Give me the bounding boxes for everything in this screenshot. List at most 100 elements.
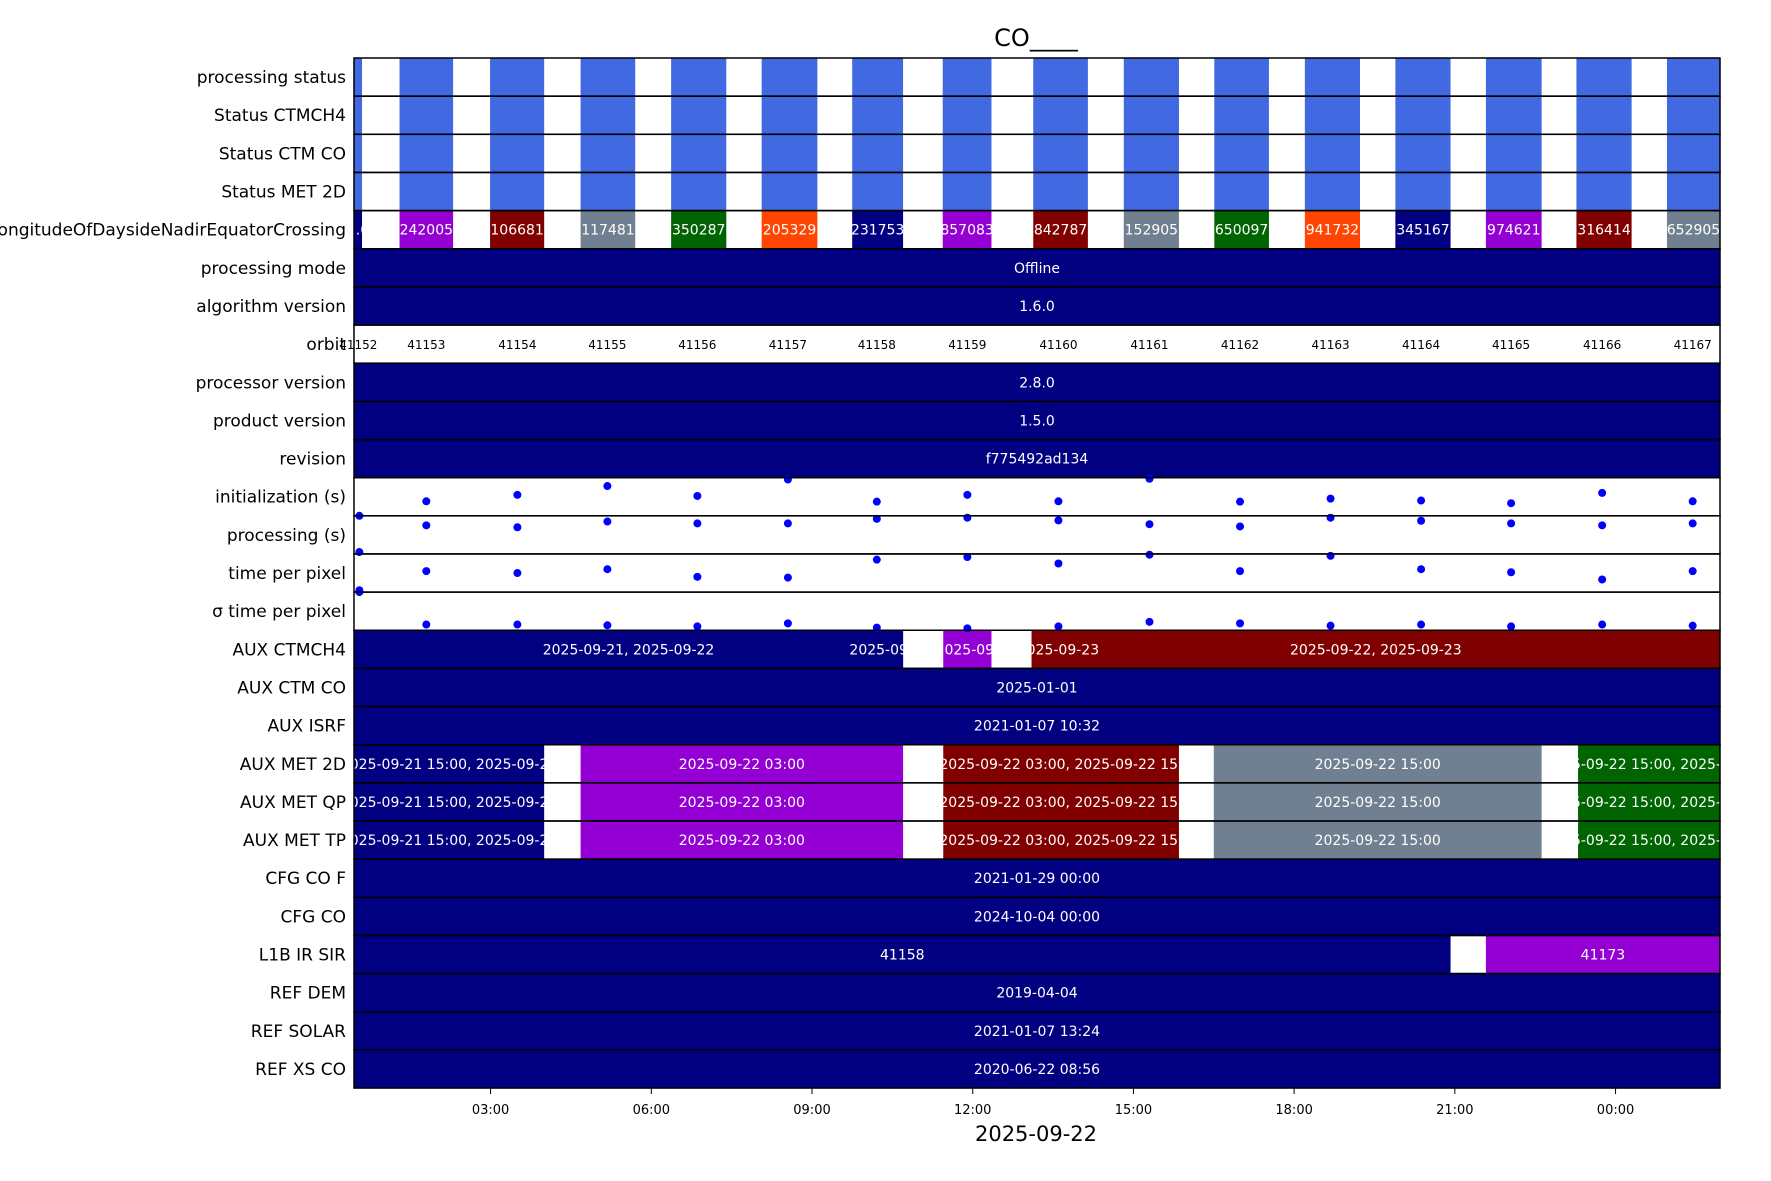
equator-bar: [1576, 210, 1632, 249]
equator-label: 350287: [672, 223, 725, 239]
equator-bar: [354, 210, 363, 249]
status-bar: [942, 96, 992, 135]
segment-bar: [1578, 782, 1720, 821]
row-label: REF SOLAR: [251, 1022, 346, 1042]
row-label: processor version: [196, 373, 346, 393]
row-label: processing (s): [227, 526, 346, 546]
row-label: processing status: [197, 68, 346, 88]
constant-bar-text: f775492ad134: [986, 452, 1089, 468]
row-border: [353, 515, 1721, 555]
scatter-point: [422, 567, 431, 576]
segment-bar-text: 2025-09-22 03:00, 2025-09-22 15:: [939, 795, 1182, 811]
status-bar: [1033, 134, 1088, 173]
segment-bar: [1031, 630, 1086, 669]
constant-bar: [354, 859, 1720, 898]
chart-title: CO____: [994, 24, 1079, 52]
segment-bar: [1031, 630, 1720, 669]
equator-label: 345167: [1396, 223, 1449, 239]
row-label: Status CTMCH4: [214, 106, 346, 126]
row-border: [353, 1049, 1721, 1089]
scatter-point: [963, 624, 972, 633]
scatter-point: [783, 519, 792, 528]
scatter-point: [1598, 575, 1607, 584]
scatter-point: [872, 497, 881, 506]
orbit-label: 41159: [948, 338, 986, 352]
equator-label: 857083: [940, 223, 993, 239]
constant-bar-text: Offline: [1014, 261, 1060, 277]
status-bar: [1395, 58, 1451, 97]
constant-bar: [354, 286, 1720, 326]
segment-bar-text: 2025-09-22 15:00, 2025-09-2: [1545, 833, 1753, 849]
equator-bar: [1485, 210, 1542, 249]
status-bar: [1304, 58, 1361, 97]
scatter-point: [603, 517, 612, 526]
status-bar: [1485, 134, 1542, 173]
scatter-point: [1688, 567, 1697, 576]
segment-bar-text: 2025-09-21 15:00, 2025-09-22: [341, 833, 557, 849]
scatter-point: [1326, 513, 1335, 522]
scatter-point: [1688, 621, 1697, 630]
equator-bar: [942, 210, 992, 249]
scatter-point: [1145, 617, 1154, 626]
row-label: product version: [213, 411, 346, 431]
segment-bar: [943, 744, 1179, 783]
row-label: AUX MET 2D: [240, 755, 346, 775]
status-bar: [1123, 58, 1179, 97]
row-border: [353, 591, 1721, 631]
constant-bar: [354, 668, 1720, 707]
orbit-label: 41152: [339, 338, 377, 352]
status-bar: [1033, 58, 1088, 97]
status-bar: [1214, 134, 1269, 173]
constant-bar: [354, 1049, 1720, 1089]
segment-bar-text: 2025-09-21, 2025-09-22: [543, 642, 715, 658]
status-bar: [1576, 96, 1632, 135]
x-tick-label: 06:00: [633, 1103, 670, 1118]
status-bar: [1033, 96, 1088, 135]
constant-bar: [354, 1011, 1720, 1050]
row-border: [353, 553, 1721, 593]
segment-bar: [868, 630, 904, 669]
equator-bar: [1123, 210, 1179, 249]
scatter-point: [1145, 520, 1154, 529]
scatter-point: [1507, 499, 1516, 508]
constant-bar-text: 2020-06-22 08:56: [974, 1062, 1100, 1078]
x-axis-label: 2025-09-22: [975, 1122, 1097, 1146]
scatter-point: [422, 497, 431, 506]
constant-bar-text: 2021-01-07 10:32: [974, 719, 1100, 735]
scatter-point: [1507, 519, 1516, 528]
x-tick-label: 18:00: [1275, 1103, 1312, 1118]
status-bar: [580, 58, 636, 97]
status-bar: [852, 172, 904, 211]
segment-bar-text: 2025-09-22 15:00: [1315, 795, 1441, 811]
status-bar: [399, 58, 454, 97]
segment-bar: [354, 935, 1451, 974]
x-tick-label: 15:00: [1115, 1103, 1152, 1118]
scatter-point: [1236, 522, 1245, 531]
scatter-point: [422, 521, 431, 530]
status-bar: [1666, 58, 1720, 97]
status-bar: [1214, 96, 1269, 135]
equator-bar: [1033, 210, 1088, 249]
status-bar: [399, 96, 454, 135]
equator-label: 152905: [1125, 223, 1178, 239]
scatter-point: [1326, 494, 1335, 503]
equator-label: 974621: [1487, 223, 1540, 239]
status-bar: [1576, 58, 1632, 97]
status-bar: [671, 58, 727, 97]
status-bar: [1485, 96, 1542, 135]
scatter-point: [1236, 497, 1245, 506]
scatter-point: [1054, 497, 1063, 506]
row-label: CFG CO: [281, 907, 346, 927]
status-bar: [942, 134, 992, 173]
equator-bar: [399, 210, 454, 249]
status-bar: [399, 172, 454, 211]
equator-label: 242005: [400, 223, 453, 239]
status-bar: [354, 134, 363, 173]
equator-label: 652905: [1667, 223, 1720, 239]
segment-bar-text: 2025-09-: [936, 642, 1000, 658]
x-axis: 03:00 06:00 09:00 12:00 15:00 18:00 21:00 00:00: [472, 1088, 1634, 1118]
x-tick-label: 09:00: [793, 1103, 830, 1118]
segment-bar-text: 2025-09-22 15:00: [1315, 757, 1441, 773]
orbit-label: 41164: [1402, 338, 1440, 352]
status-bar: [942, 58, 992, 97]
